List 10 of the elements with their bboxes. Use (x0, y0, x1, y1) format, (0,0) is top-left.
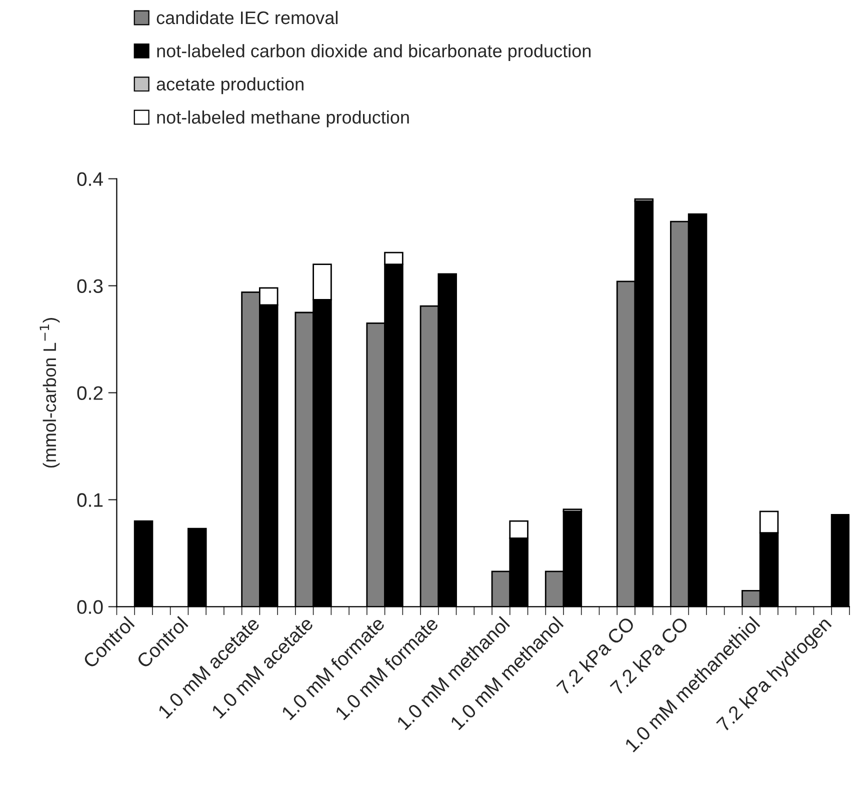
y-axis-title: (mmol-carbon L$^{−1}$) (40, 318, 60, 468)
y-tick-label: 0.2 (77, 386, 103, 400)
legend-label: not-labeled methane production (157, 110, 409, 128)
legend-label: candidate IEC removal (156, 10, 338, 24)
y-tick-label: 0.0 (77, 600, 103, 614)
legend-label: acetate production (156, 77, 304, 94)
y-tick-label: 0.3 (77, 279, 103, 293)
y-tick-label: 0.4 (77, 172, 103, 186)
legend-label: not-labeled carbon dioxide and bicarbonate production (157, 44, 591, 61)
y-tick-label: 0.1 (77, 493, 103, 507)
